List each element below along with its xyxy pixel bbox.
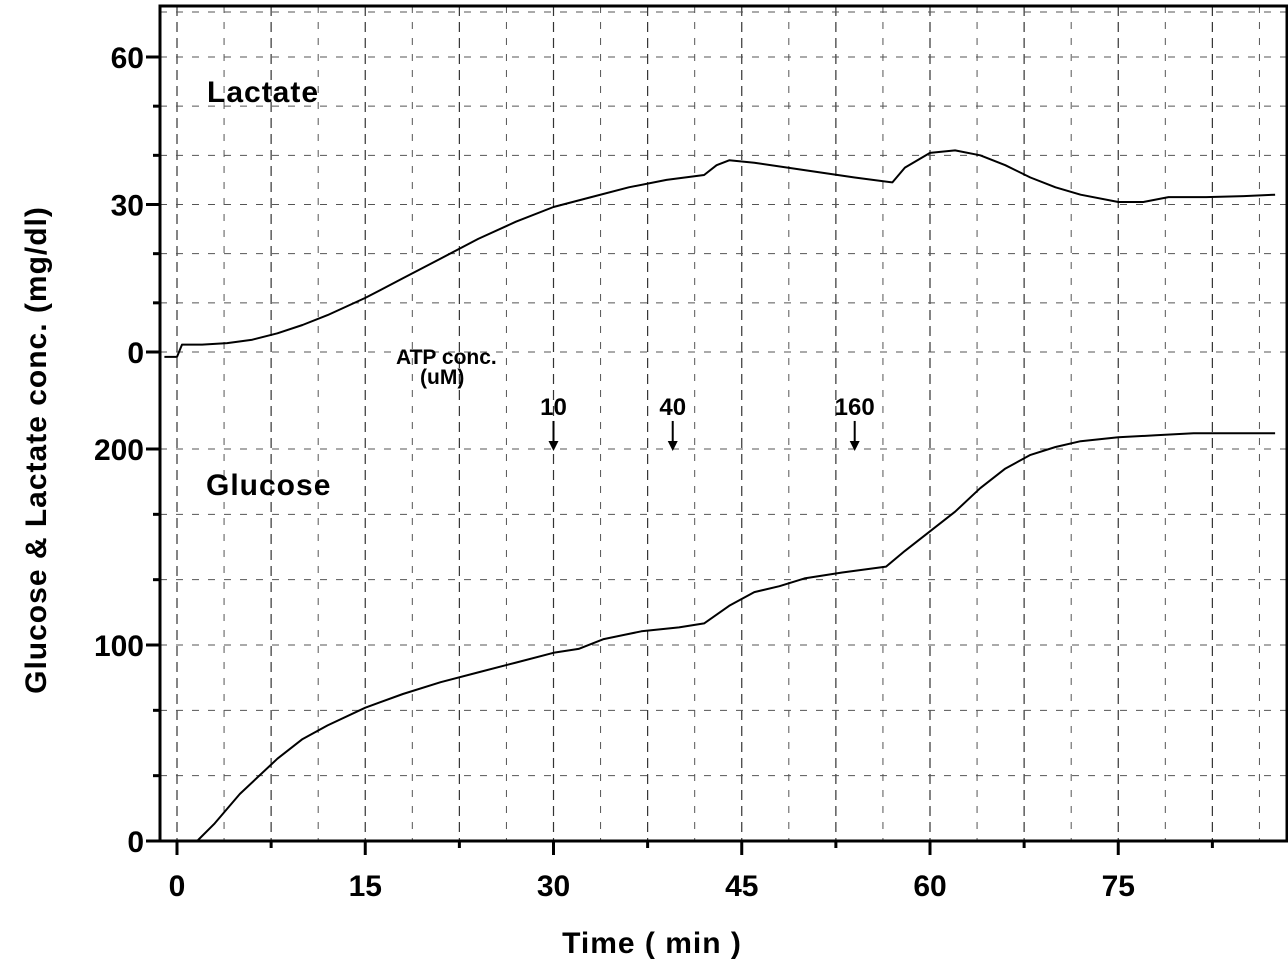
x-tick-label: 15 <box>349 870 382 903</box>
x-tick-label: 45 <box>725 870 758 903</box>
atp-arrow-label: 10 <box>540 394 567 421</box>
atp-unit-label: (uM) <box>420 366 464 389</box>
y-tick-label: 200 <box>94 434 144 467</box>
annotations: 10 40 160 <box>540 394 875 451</box>
x-tick-label: 75 <box>1102 870 1135 903</box>
x-tick-label: 0 <box>169 870 186 903</box>
x-tick-label: 60 <box>913 870 946 903</box>
y-tick-label: 100 <box>94 630 144 663</box>
series-lines <box>164 149 1276 842</box>
y-tick-label: 30 <box>111 190 144 223</box>
glucose-label: Glucose <box>206 469 331 502</box>
y-axis-title: Glucose & Lactate conc. (mg/dl) <box>20 206 53 694</box>
grid <box>160 6 1287 842</box>
y-tick-label: 0 <box>127 337 144 370</box>
x-axis-title: Time ( min ) <box>562 927 742 960</box>
atp-arrow-head <box>667 440 678 451</box>
y-tick-label: 0 <box>127 826 144 859</box>
y-tick-label: 60 <box>111 42 144 75</box>
atp-arrow-head <box>849 440 860 451</box>
atp-arrow-label: 40 <box>659 394 686 421</box>
plot-frame <box>158 4 1288 843</box>
atp-conc-label: ATP conc. <box>396 346 497 369</box>
lactate-label: Lactate <box>207 76 319 109</box>
atp-arrow-head <box>548 440 559 451</box>
glucose-series-line <box>164 432 1276 842</box>
x-tick-label: 30 <box>537 870 570 903</box>
lactate-series-line <box>164 149 1276 358</box>
axis-ticks: 0 15 30 45 60 75 0 30 60 0 100 200 <box>94 42 1214 903</box>
atp-arrow-label: 160 <box>835 394 875 421</box>
